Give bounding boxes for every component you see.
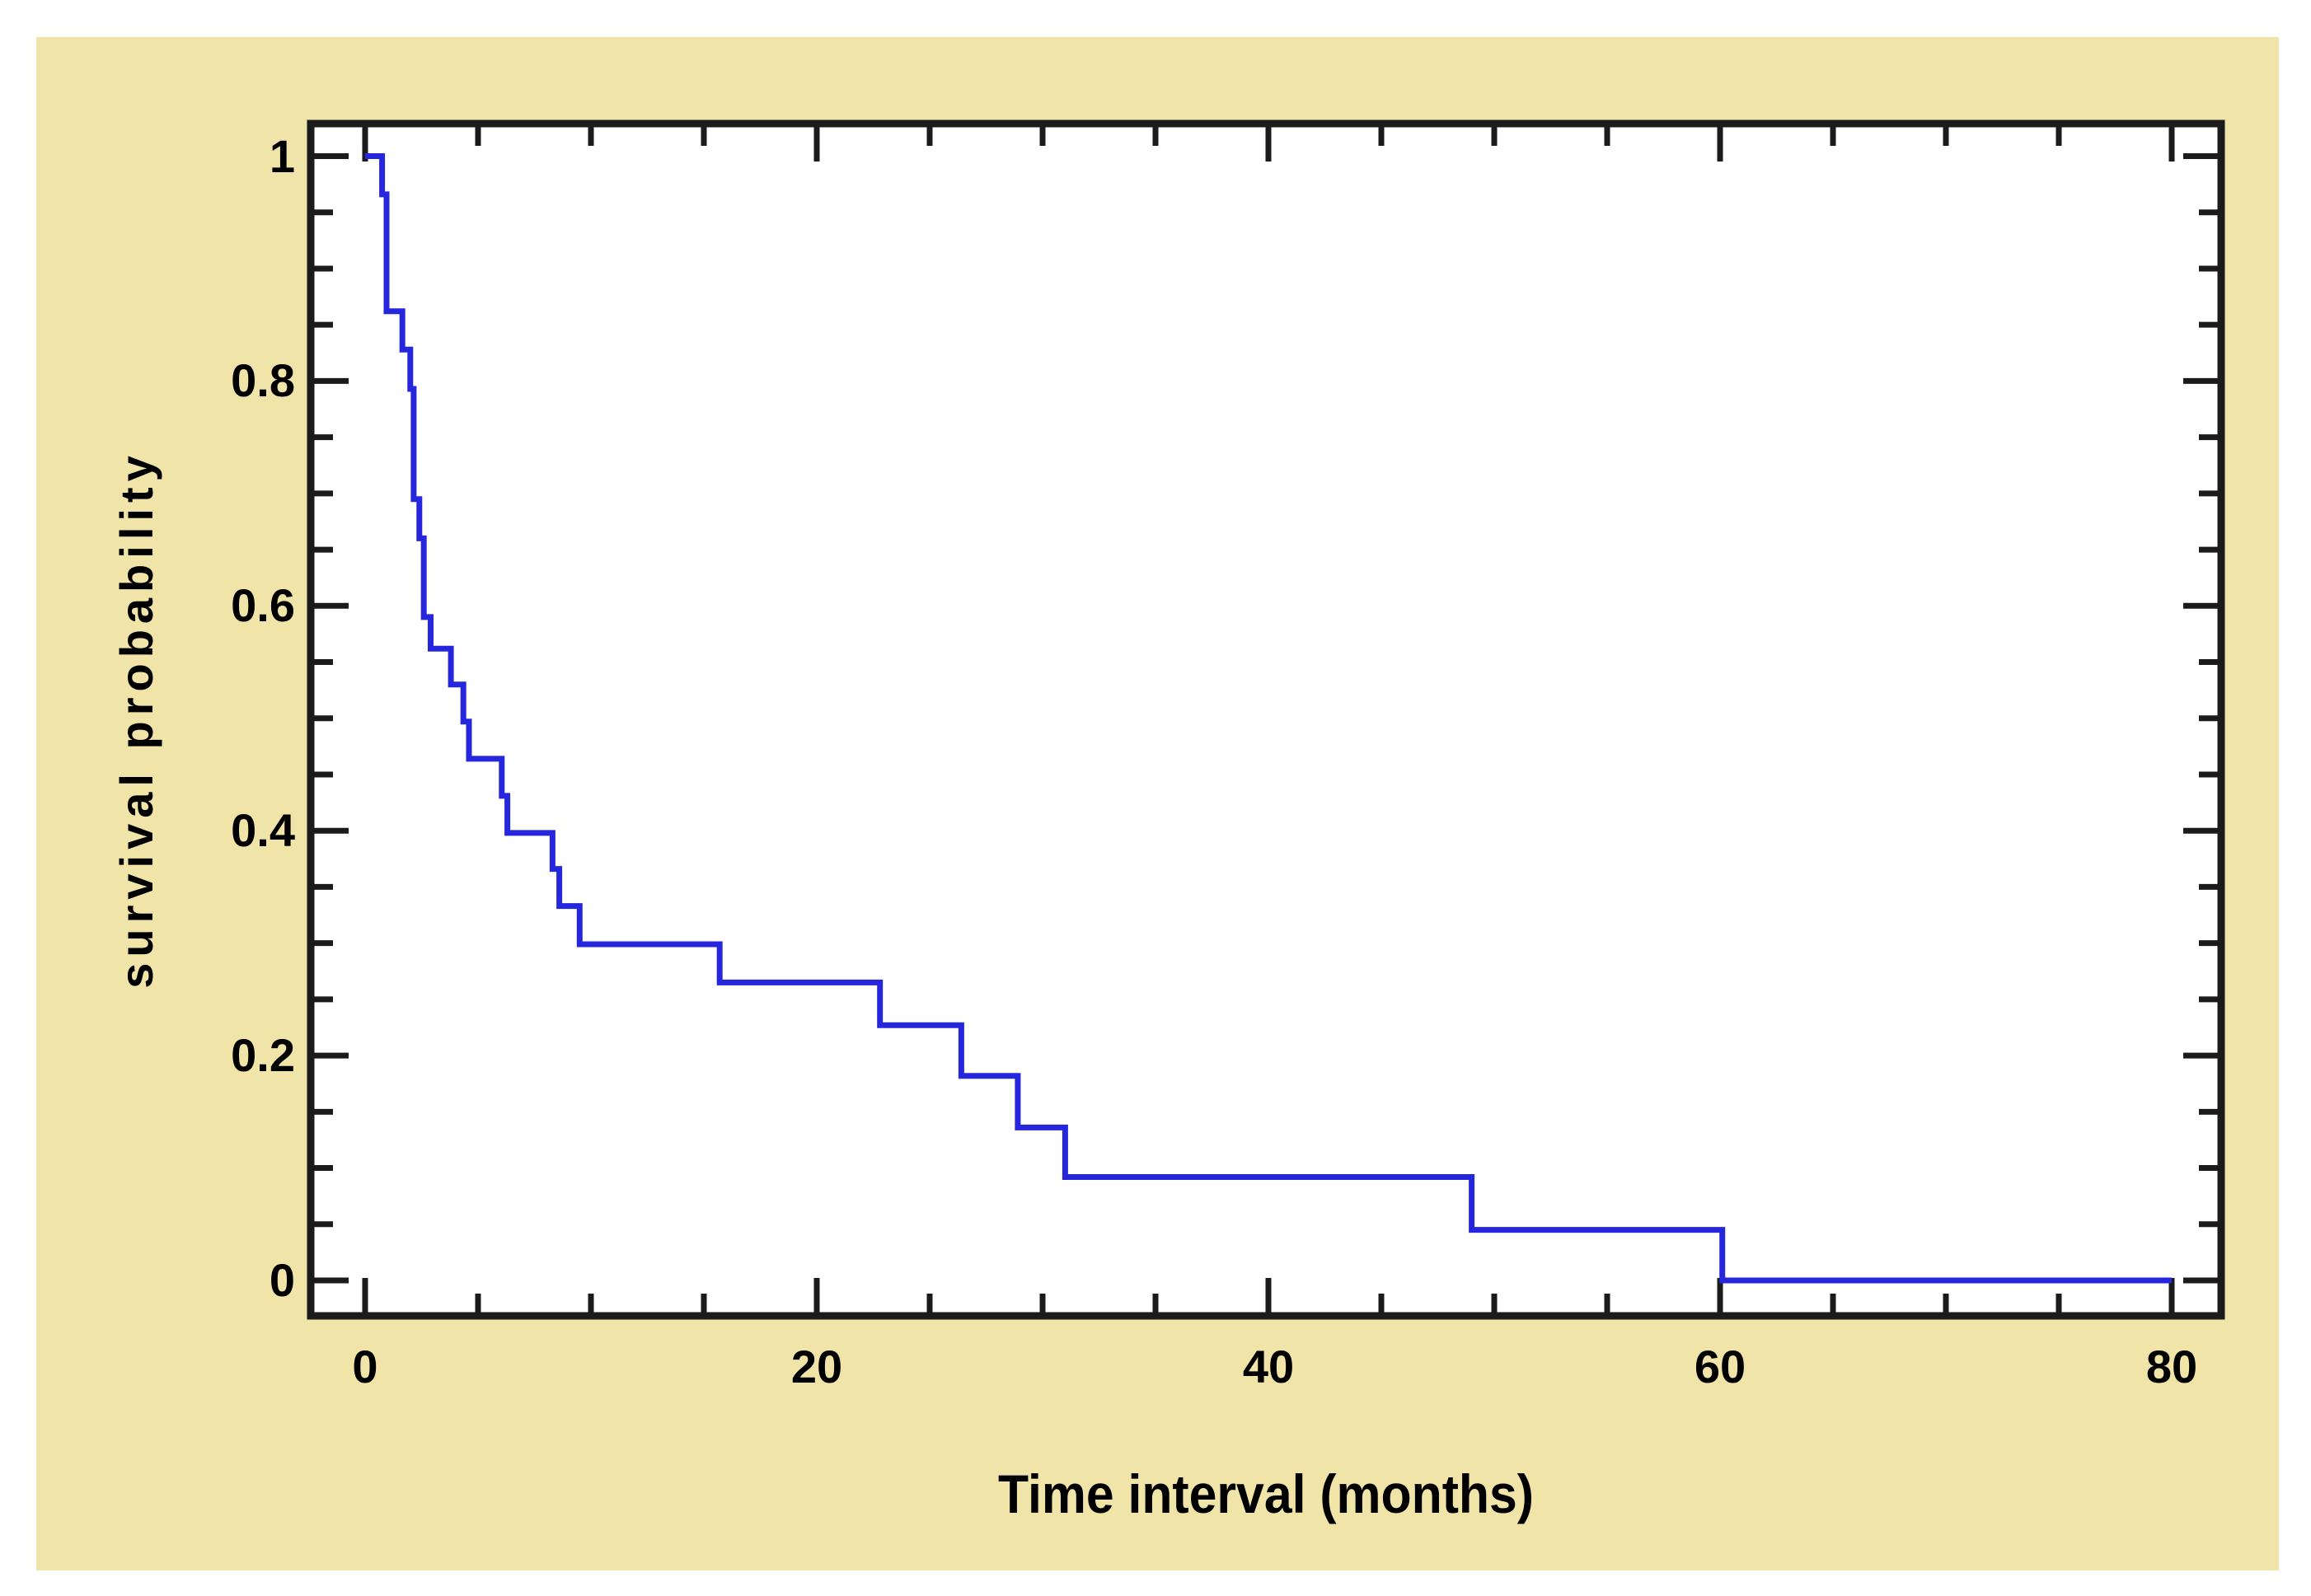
- y-tick-label: 0.6: [231, 579, 295, 632]
- x-tick-label: 80: [2145, 1341, 2198, 1392]
- x-tick-label: 60: [1694, 1341, 1746, 1392]
- y-axis-title: survival probability: [110, 450, 162, 989]
- x-tick-label: 40: [1242, 1341, 1295, 1392]
- survival-curve: [365, 153, 2172, 1284]
- y-tick-label: 0.8: [231, 354, 295, 407]
- x-axis-title: Time interval (months): [997, 1463, 1535, 1524]
- x-tick-label: 20: [790, 1341, 843, 1392]
- y-tick-label: 0: [269, 1254, 295, 1306]
- y-tick-label: 1: [269, 129, 295, 182]
- x-tick-label: 0: [352, 1341, 378, 1392]
- plot-area: [307, 119, 2225, 1320]
- y-tick-label: 0.4: [231, 804, 295, 857]
- y-tick-label: 0.2: [231, 1029, 295, 1082]
